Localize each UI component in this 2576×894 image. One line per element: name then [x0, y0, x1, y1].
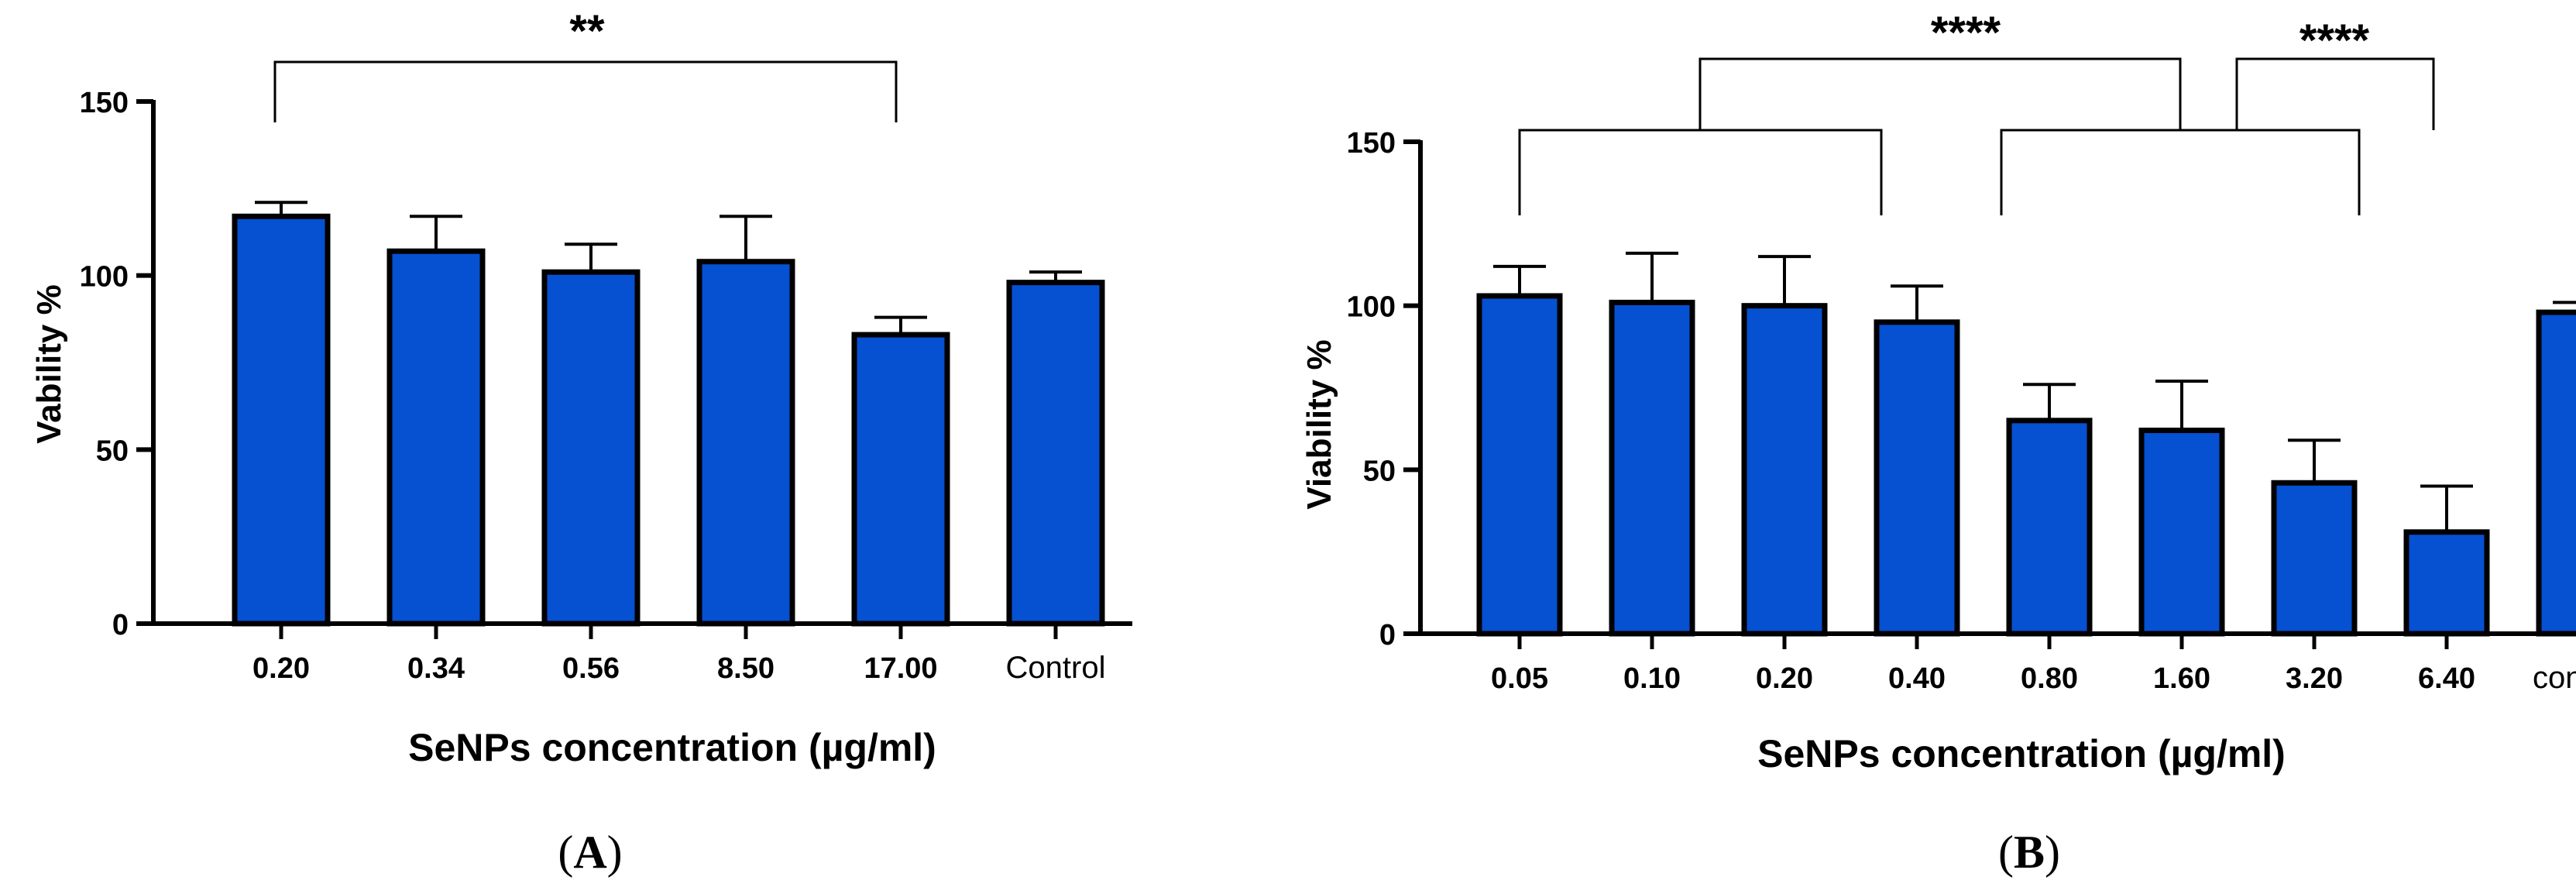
chart-b-x-tick-label: 1.60	[2153, 662, 2210, 695]
chart-a-x-tick-label: 0.34	[407, 652, 465, 685]
chart-b-x-tick-label: control	[2533, 661, 2576, 695]
chart-b-bar	[2138, 428, 2225, 637]
chart-a-error-bar	[874, 315, 927, 335]
chart-b-error-bar	[2288, 438, 2341, 483]
chart-a-error-bar	[255, 201, 307, 217]
chart-a-bar	[1006, 280, 1105, 627]
chart-b-bar	[2403, 529, 2490, 637]
chart-b-y-tick-label: 0	[1379, 619, 1396, 652]
chart-a-error-bar	[1029, 270, 1082, 283]
chart-a-x-ticks: 0.20 0.34 0.56 8.50 17.00 Control	[252, 624, 1105, 685]
chart-a-y-tick-label: 0	[112, 609, 129, 641]
chart-b-axes	[1418, 140, 2561, 636]
chart-a-error-bar	[410, 215, 462, 252]
chart-b-bar	[1874, 319, 1960, 637]
chart-a-x-tick-label: 17.00	[864, 652, 937, 685]
chart-b-significance-label-2: ****	[2300, 15, 2370, 66]
chart-a-x-tick-label: 0.56	[562, 652, 620, 685]
chart-b-x-tick-label: 6.40	[2418, 662, 2475, 695]
chart-a-y-tick-label: 50	[96, 435, 129, 467]
chart-b-bar	[2536, 309, 2576, 637]
chart-b-error-bars	[1493, 251, 2576, 532]
chart-b-bar	[2271, 480, 2358, 637]
chart-a-error-bar	[720, 215, 772, 262]
chart-b-panel-label: (B)	[1998, 827, 2060, 878]
chart-a-y-tick-label: 100	[80, 261, 129, 294]
chart-a-x-tick-label: 0.20	[252, 652, 310, 685]
chart-b-bracket-comparison-2	[2235, 57, 2435, 130]
chart-b-x-tick-label: 0.80	[2021, 662, 2078, 695]
chart-b-x-tick-label: 0.40	[1888, 662, 1946, 695]
chart-a-panel-letter: A	[573, 827, 606, 878]
chart-b-y-tick-label: 50	[1363, 455, 1396, 487]
chart-a-x-tick-label: Control	[1006, 651, 1106, 685]
chart-a-error-bars	[255, 201, 1082, 335]
chart-b-bracket-comparison-1	[1698, 57, 2182, 130]
chart-b-bar	[1609, 299, 1695, 637]
chart-b-x-ticks: 0.05 0.10 0.20 0.40 0.80 1.60 3.20 6.40 control	[1491, 634, 2576, 695]
chart-a-panel-label: (A)	[558, 827, 622, 878]
chart-b-error-bar	[2553, 301, 2576, 304]
chart-b-bar	[2006, 418, 2093, 637]
chart-b-x-tick-label: 0.20	[1756, 662, 1813, 695]
chart-b-y-ticks: 0 50 100 150	[1347, 127, 1420, 652]
chart-b-panel-letter: B	[2014, 827, 2045, 878]
chart-b-x-tick-label: 0.10	[1623, 662, 1681, 695]
chart-a-x-axis-label: SeNPs concentration (µg/ml)	[408, 726, 936, 769]
chart-b: 0 50 100 150 0.05 0.10 0.20 0.40 0.80 1.60 3.20 6.…	[1300, 8, 2576, 878]
chart-a-x-tick-label: 8.50	[717, 652, 775, 685]
chart-b-y-tick-label: 100	[1347, 291, 1396, 324]
chart-a-significance-label: **	[569, 6, 605, 57]
chart-a-y-tick-label: 150	[80, 87, 129, 119]
chart-b-bar	[1741, 303, 1828, 637]
chart-b-significance	[1518, 57, 2435, 215]
chart-a-significance	[273, 60, 898, 122]
chart-b-error-bar	[1493, 264, 1546, 296]
chart-b-error-bar	[1626, 251, 1678, 303]
chart-b-y-axis-label: Viability %	[1300, 339, 1338, 509]
chart-a-bar	[696, 259, 795, 627]
chart-b-x-axis-label: SeNPs concentration (µg/ml)	[1757, 732, 2286, 775]
chart-b-error-bar	[1758, 255, 1811, 306]
chart-b-bars	[1476, 293, 2576, 637]
chart-a-significance-bracket	[273, 60, 898, 122]
chart-a-error-bar	[565, 242, 617, 273]
chart-b-bracket-group-1	[1518, 129, 1883, 215]
chart-b-x-tick-label: 0.05	[1491, 662, 1548, 695]
chart-a-bar	[386, 248, 486, 627]
chart-b-error-bar	[1891, 284, 1943, 322]
chart-a: 0 50 100 150 0.20 0.34 0.56 8.50 17.00 Control *…	[30, 6, 1132, 878]
chart-b-significance-label-1: ****	[1931, 8, 2001, 58]
chart-a-bar	[541, 269, 641, 627]
chart-a-bars	[232, 213, 1105, 627]
chart-b-error-bar	[2420, 484, 2473, 532]
chart-a-bar	[232, 213, 331, 627]
chart-b-bracket-group-2	[2000, 129, 2361, 215]
chart-b-x-tick-label: 3.20	[2286, 662, 2343, 695]
chart-b-y-tick-label: 150	[1347, 127, 1396, 160]
chart-b-error-bar	[2023, 383, 2076, 421]
chart-a-y-axis-label: Vability %	[30, 284, 68, 443]
chart-b-error-bar	[2155, 380, 2208, 431]
chart-a-y-ticks: 0 50 100 150	[80, 87, 153, 641]
chart-a-bar	[851, 332, 950, 627]
chart-b-bar	[1476, 293, 1563, 637]
